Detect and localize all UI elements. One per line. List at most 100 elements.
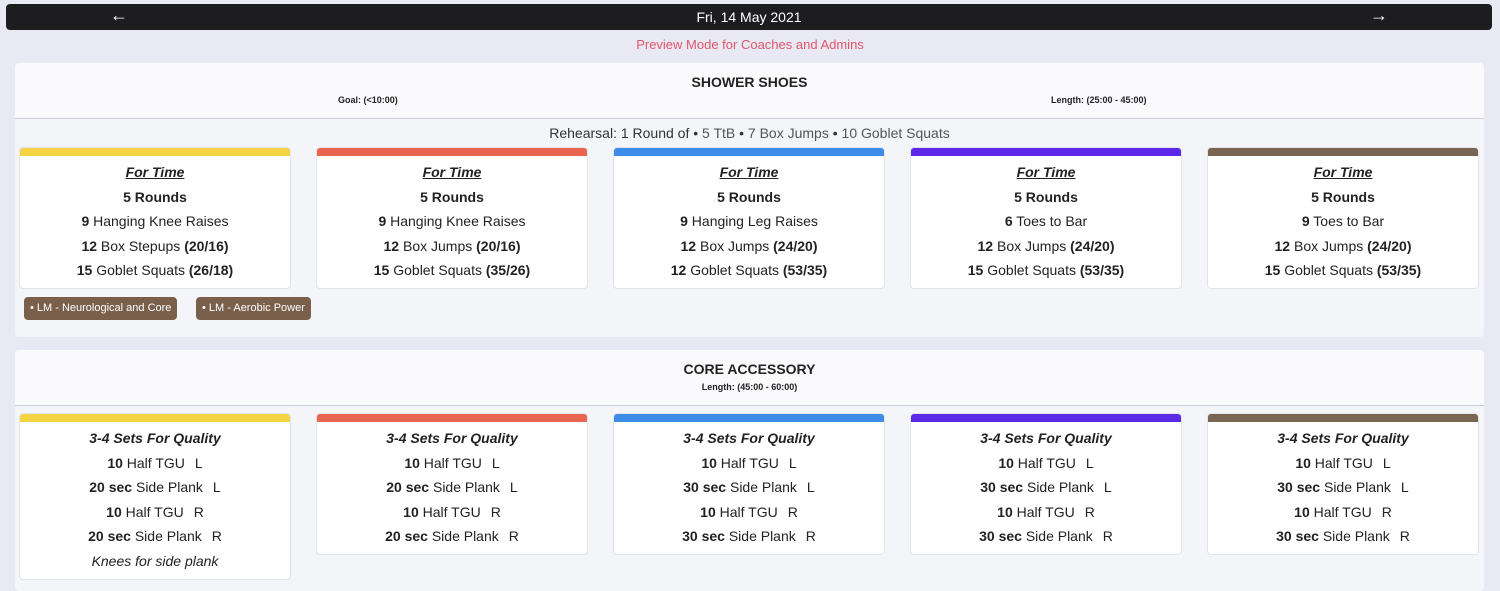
- movement-name: Hanging Knee Raises: [93, 213, 229, 229]
- workout-card: For Time 5 Rounds 6 Toes to Bar 12 Box Jump…: [910, 147, 1182, 289]
- movement-line: 30 sec Side Plank L: [911, 475, 1181, 500]
- movement-name: Half TGU: [1016, 503, 1075, 520]
- movement-reps: 20 sec: [89, 479, 133, 495]
- card-format: For Time: [422, 164, 482, 180]
- movement-name: Box Jumps: [402, 237, 473, 254]
- movement-side: L: [1103, 479, 1112, 495]
- movement-reps: 10: [1294, 503, 1310, 520]
- movement-side: L: [1400, 479, 1409, 495]
- movement-weight: (53/35): [1376, 262, 1422, 278]
- movement-reps: 30 sec: [1277, 479, 1321, 495]
- movement-name: Box Jumps: [1293, 237, 1364, 254]
- movement-line: 10 Half TGU R: [1208, 500, 1478, 525]
- movement-name: Side Plank: [729, 479, 797, 495]
- rehearsal-line: Rehearsal: 1 Round of • 5 TtB • 7 Box Ju…: [549, 125, 950, 141]
- movement-line: 9 Hanging Leg Raises: [614, 209, 884, 234]
- movement-line: 9 Hanging Knee Raises: [317, 209, 587, 234]
- movement-reps: 12: [977, 237, 994, 254]
- movement-name: Goblet Squats: [1284, 262, 1373, 278]
- workout-card: For Time 5 Rounds 9 Hanging Knee Raises 12 …: [19, 147, 291, 289]
- movement-name: Side Plank: [432, 479, 500, 495]
- movement-reps: 12: [680, 237, 697, 254]
- accessory-card: 3-4 Sets For Quality 10 Half TGU L 30 sec S…: [1207, 413, 1479, 555]
- movement-reps: 30 sec: [683, 479, 727, 495]
- movement-reps: 12: [1274, 237, 1291, 254]
- movement-name: Side Plank: [1025, 528, 1093, 544]
- movement-name: Hanging Knee Raises: [390, 213, 526, 229]
- card-color-bar: [911, 148, 1181, 156]
- tag-neurological-core[interactable]: • LM - Neurological and Core: [24, 297, 178, 320]
- movement-reps: 20 sec: [385, 528, 428, 544]
- card-format: 3-4 Sets For Quality: [1277, 430, 1409, 446]
- card-color-bar: [20, 414, 290, 422]
- movement-side: L: [212, 479, 221, 495]
- movement-weight: (35/26): [485, 262, 531, 278]
- card-body: 3-4 Sets For Quality 10 Half TGU L 30 sec S…: [614, 422, 884, 549]
- movement-reps: 15: [76, 262, 93, 278]
- accessory-card: 3-4 Sets For Quality 10 Half TGU L 20 sec S…: [316, 413, 588, 555]
- movement-reps: 10: [700, 503, 716, 520]
- movement-weight: (24/20): [1070, 237, 1115, 254]
- movement-reps: 10: [1295, 454, 1311, 471]
- movement-line: 30 sec Side Plank L: [614, 475, 884, 500]
- movement-name: Side Plank: [431, 528, 499, 544]
- movement-side: R: [1102, 528, 1113, 544]
- movement-side: R: [1399, 528, 1410, 544]
- card-format: For Time: [1313, 164, 1373, 180]
- card-color-bar: [1208, 148, 1478, 156]
- card-body: For Time 5 Rounds 9 Hanging Knee Raises 12 …: [20, 156, 290, 283]
- movement-reps: 15: [373, 262, 390, 278]
- movement-side: L: [1085, 454, 1094, 471]
- next-day-arrow-icon[interactable]: →: [1370, 5, 1388, 25]
- movement-name: Box Jumps: [699, 237, 770, 254]
- movement-reps: 10: [701, 454, 717, 471]
- movement-name: Goblet Squats: [987, 262, 1076, 278]
- movement-weight: (53/35): [782, 262, 828, 278]
- rehearsal-item: 10 Goblet Squats: [841, 125, 950, 141]
- movement-name: Half TGU: [125, 503, 184, 520]
- card-format: 3-4 Sets For Quality: [386, 430, 518, 446]
- movement-reps: 9: [680, 213, 688, 229]
- card-color-bar: [317, 148, 587, 156]
- movement-reps: 20 sec: [88, 528, 131, 544]
- date-nav-bar: ← Fri, 14 May 2021 →: [6, 4, 1492, 30]
- movement-side: R: [508, 528, 519, 544]
- movement-side: R: [490, 503, 501, 520]
- rehearsal-item: 5 TtB: [702, 125, 736, 141]
- card-format: For Time: [125, 164, 185, 180]
- card-body: For Time 5 Rounds 9 Toes to Bar 12 Box Jump…: [1208, 156, 1478, 283]
- card-rounds: 5 Rounds: [420, 188, 484, 205]
- movement-name: Box Jumps: [996, 237, 1067, 254]
- previous-day-arrow-icon[interactable]: ←: [110, 5, 128, 25]
- workout-card: For Time 5 Rounds 9 Toes to Bar 12 Box Jump…: [1207, 147, 1479, 289]
- movement-line: 20 sec Side Plank L: [317, 475, 587, 500]
- card-body: 3-4 Sets For Quality 10 Half TGU L 30 sec S…: [1208, 422, 1478, 549]
- movement-line: 15 Goblet Squats (53/35): [911, 258, 1181, 283]
- movement-line: 30 sec Side Plank L: [1208, 475, 1478, 500]
- movement-side: L: [1382, 454, 1391, 471]
- movement-side: R: [805, 528, 816, 544]
- card-format: 3-4 Sets For Quality: [89, 430, 221, 446]
- tag-aerobic-power[interactable]: • LM - Aerobic Power: [196, 297, 311, 320]
- movement-name: Half TGU: [422, 503, 481, 520]
- card-color-bar: [614, 148, 884, 156]
- movement-name: Side Plank: [1323, 479, 1391, 495]
- movement-weight: (53/35): [1079, 262, 1125, 278]
- movement-line: 10 Half TGU L: [911, 451, 1181, 476]
- movement-weight: (20/16): [184, 237, 229, 254]
- movement-line: 9 Hanging Knee Raises: [20, 209, 290, 234]
- workout-card: For Time 5 Rounds 9 Hanging Knee Raises 12 …: [316, 147, 588, 289]
- movement-weight: (20/16): [476, 237, 521, 254]
- movement-name: Half TGU: [720, 454, 779, 471]
- movement-name: Box Stepups: [100, 237, 181, 254]
- movement-reps: 9: [81, 213, 90, 229]
- movement-reps: 15: [967, 262, 984, 278]
- movement-side: L: [509, 479, 518, 495]
- movement-weight: (26/18): [188, 262, 234, 278]
- movement-line: 15 Goblet Squats (53/35): [1208, 258, 1478, 283]
- movement-line: 12 Box Stepups (20/16): [20, 234, 290, 259]
- accessory-card: 3-4 Sets For Quality 10 Half TGU L 30 sec S…: [613, 413, 885, 555]
- movement-reps: 10: [997, 503, 1013, 520]
- card-rounds: 5 Rounds: [717, 188, 781, 205]
- movement-reps: 30 sec: [1276, 528, 1319, 544]
